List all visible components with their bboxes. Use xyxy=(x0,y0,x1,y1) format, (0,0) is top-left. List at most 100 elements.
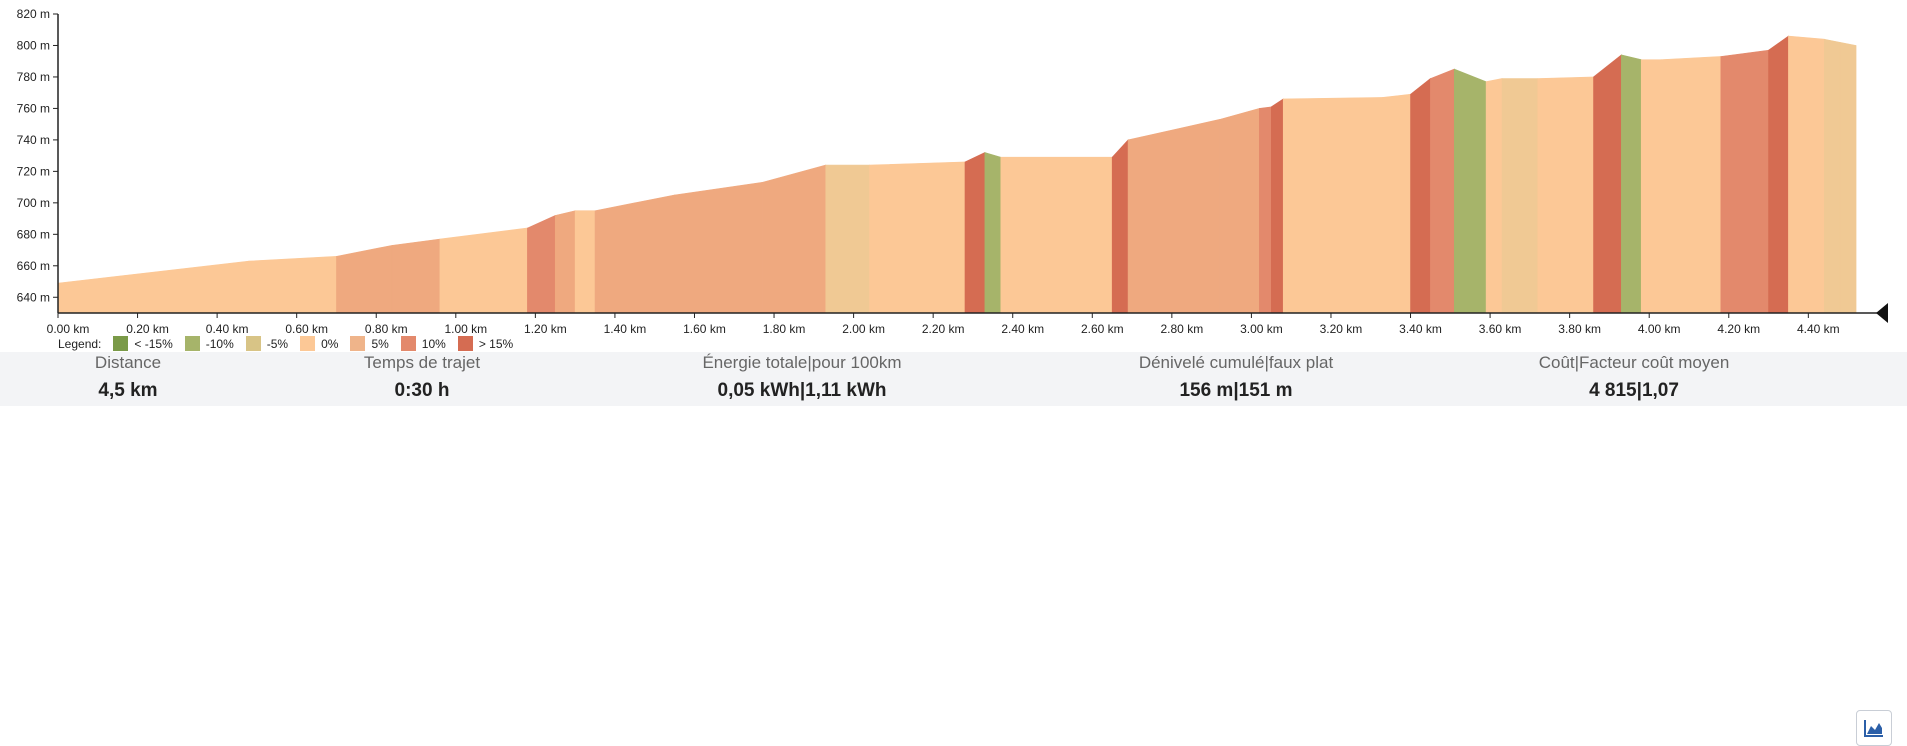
profile-segment xyxy=(1453,68,1487,314)
profile-segment xyxy=(674,182,763,314)
x-tick-label: 0.80 km xyxy=(365,322,408,336)
profile-segment xyxy=(1788,35,1825,314)
x-tick-label: 0.60 km xyxy=(285,322,328,336)
stat-distance: Distance 4,5 km xyxy=(0,352,278,402)
y-tick-label: 760 m xyxy=(17,101,50,115)
profile-segment xyxy=(984,152,1002,314)
x-tick-label: 3.40 km xyxy=(1399,322,1442,336)
legend-swatch xyxy=(457,336,473,351)
legend-label: -5% xyxy=(266,336,289,351)
elevation-chart-svg: 640 m 660 m 680 m 700 m 720 m 740 m 760 m 780 m… xyxy=(17,7,1888,336)
profile-segment xyxy=(1000,156,1113,314)
legend-item-0: 0% xyxy=(300,336,338,351)
profile-segment xyxy=(761,164,827,314)
y-tick-label: 700 m xyxy=(17,196,50,210)
x-tick-label: 4.40 km xyxy=(1797,322,1840,336)
chart-legend: Legend: < -15% -10% -5% 0% 5% 10% > 15% xyxy=(58,336,513,351)
legend-item-gt15: > 15% xyxy=(457,336,514,351)
profile-segment xyxy=(1259,106,1272,314)
legend-swatch xyxy=(300,336,316,351)
profile-segment xyxy=(1485,78,1503,314)
profile-segment xyxy=(1111,139,1129,314)
stat-energy-value: 0,05 kWh|1,11 kWh xyxy=(717,380,887,401)
profile-segment xyxy=(527,214,556,314)
area-chart-icon xyxy=(1864,720,1883,737)
legend-title: Legend: xyxy=(58,336,102,351)
y-tick-label: 660 m xyxy=(17,259,50,273)
y-tick-label: 800 m xyxy=(17,38,50,52)
legend-item-lt-15: < -15% xyxy=(113,336,173,351)
profile-segment xyxy=(248,256,337,314)
profile-segment xyxy=(1282,97,1383,314)
x-tick-label: 3.00 km xyxy=(1240,322,1283,336)
legend-swatch xyxy=(184,336,200,351)
position-marker-icon xyxy=(1876,303,1888,323)
profile-segment xyxy=(1621,54,1642,314)
x-tick-label: 1.60 km xyxy=(683,322,726,336)
stat-travel-time-value: 0:30 h xyxy=(394,380,450,401)
elevation-chart: 640 m 660 m 680 m 700 m 720 m 740 m 760 m 780 m… xyxy=(0,0,1907,352)
stat-travel-time-label: Temps de trajet xyxy=(363,353,481,372)
legend-swatch xyxy=(350,336,366,351)
legend-item-10: 10% xyxy=(400,336,446,351)
stat-distance-value: 4,5 km xyxy=(98,380,158,401)
x-tick-label: 3.20 km xyxy=(1320,322,1363,336)
profile-segment xyxy=(1768,35,1789,314)
stat-cost-label: Coût|Facteur coût moyen xyxy=(1538,353,1730,372)
legend-label: 0% xyxy=(321,336,339,351)
profile-segment xyxy=(1660,56,1722,314)
profile-segment xyxy=(1219,108,1260,314)
stat-elevation-value: 156 m|151 m xyxy=(1179,380,1293,401)
x-tick-label: 2.60 km xyxy=(1081,322,1124,336)
x-tick-label: 2.40 km xyxy=(1001,322,1044,336)
x-tick-label: 1.40 km xyxy=(604,322,647,336)
legend-swatch xyxy=(400,336,416,351)
x-tick-label: 3.60 km xyxy=(1479,322,1522,336)
x-tick-label: 2.00 km xyxy=(842,322,885,336)
profile-segment xyxy=(1430,68,1455,314)
legend-label: 5% xyxy=(371,336,389,351)
legend-item-neg10: -10% xyxy=(184,336,234,351)
legend-swatch xyxy=(245,336,261,351)
profile-segment xyxy=(1127,119,1220,314)
x-tick-label: 1.80 km xyxy=(763,322,806,336)
profile-segment xyxy=(1720,49,1769,314)
x-tick-label: 4.00 km xyxy=(1638,322,1681,336)
profile-segment xyxy=(825,164,870,314)
profile-segment xyxy=(336,244,393,314)
profile-segment xyxy=(869,161,966,314)
stat-cost-value: 4 815|1,07 xyxy=(1589,380,1679,401)
legend-label: > 15% xyxy=(478,336,514,351)
profile-segment xyxy=(391,238,441,314)
toggle-chart-button[interactable] xyxy=(1856,710,1892,746)
x-tick-label: 1.00 km xyxy=(444,322,487,336)
legend-label: 10% xyxy=(421,336,446,351)
legend-item-neg5: -5% xyxy=(245,336,289,351)
profile-segment xyxy=(1501,78,1539,314)
x-tick-label: 0.00 km xyxy=(47,322,90,336)
legend-item-5: 5% xyxy=(350,336,389,351)
y-tick-label: 780 m xyxy=(17,70,50,84)
y-tick-label: 820 m xyxy=(17,7,50,21)
x-tick-label: 1.20 km xyxy=(524,322,567,336)
stat-elevation-label: Dénivelé cumulé|faux plat xyxy=(1138,353,1334,372)
x-tick-label: 2.20 km xyxy=(922,322,965,336)
stat-distance-label: Distance xyxy=(94,353,162,372)
route-stats-bar: Distance 4,5 km Temps de trajet 0:30 h É… xyxy=(0,352,1907,746)
profile-segment xyxy=(1410,77,1431,314)
x-tick-label: 3.80 km xyxy=(1558,322,1601,336)
legend-label: -10% xyxy=(205,336,234,351)
profile-segment xyxy=(574,210,596,314)
profile-segment xyxy=(1537,76,1594,314)
y-tick-label: 740 m xyxy=(17,133,50,147)
x-tick-label: 0.40 km xyxy=(206,322,249,336)
legend-label: < -15% xyxy=(134,336,173,351)
x-tick-label: 2.80 km xyxy=(1161,322,1204,336)
stat-energy-label: Énergie totale|pour 100km xyxy=(702,353,902,372)
profile-segment xyxy=(594,194,675,314)
profile-segment xyxy=(1640,59,1662,314)
profile-segment xyxy=(57,260,250,314)
y-tick-label: 680 m xyxy=(17,227,50,241)
stat-travel-time: Temps de trajet 0:30 h xyxy=(272,352,572,402)
stat-cost: Coût|Facteur coût moyen 4 815|1,07 xyxy=(1484,352,1784,402)
